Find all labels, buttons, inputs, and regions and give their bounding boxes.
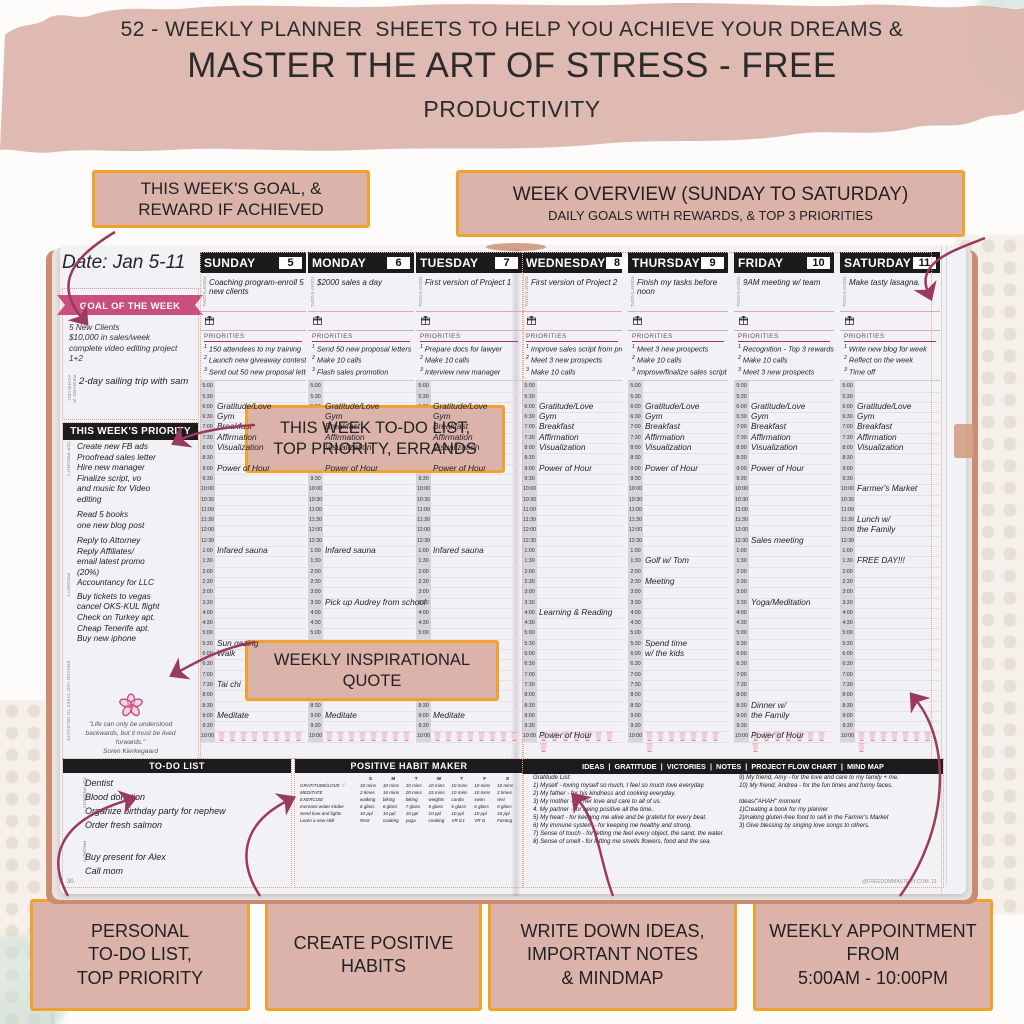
svg-text:GOAL OF THE WEEK: GOAL OF THE WEEK bbox=[80, 301, 181, 312]
